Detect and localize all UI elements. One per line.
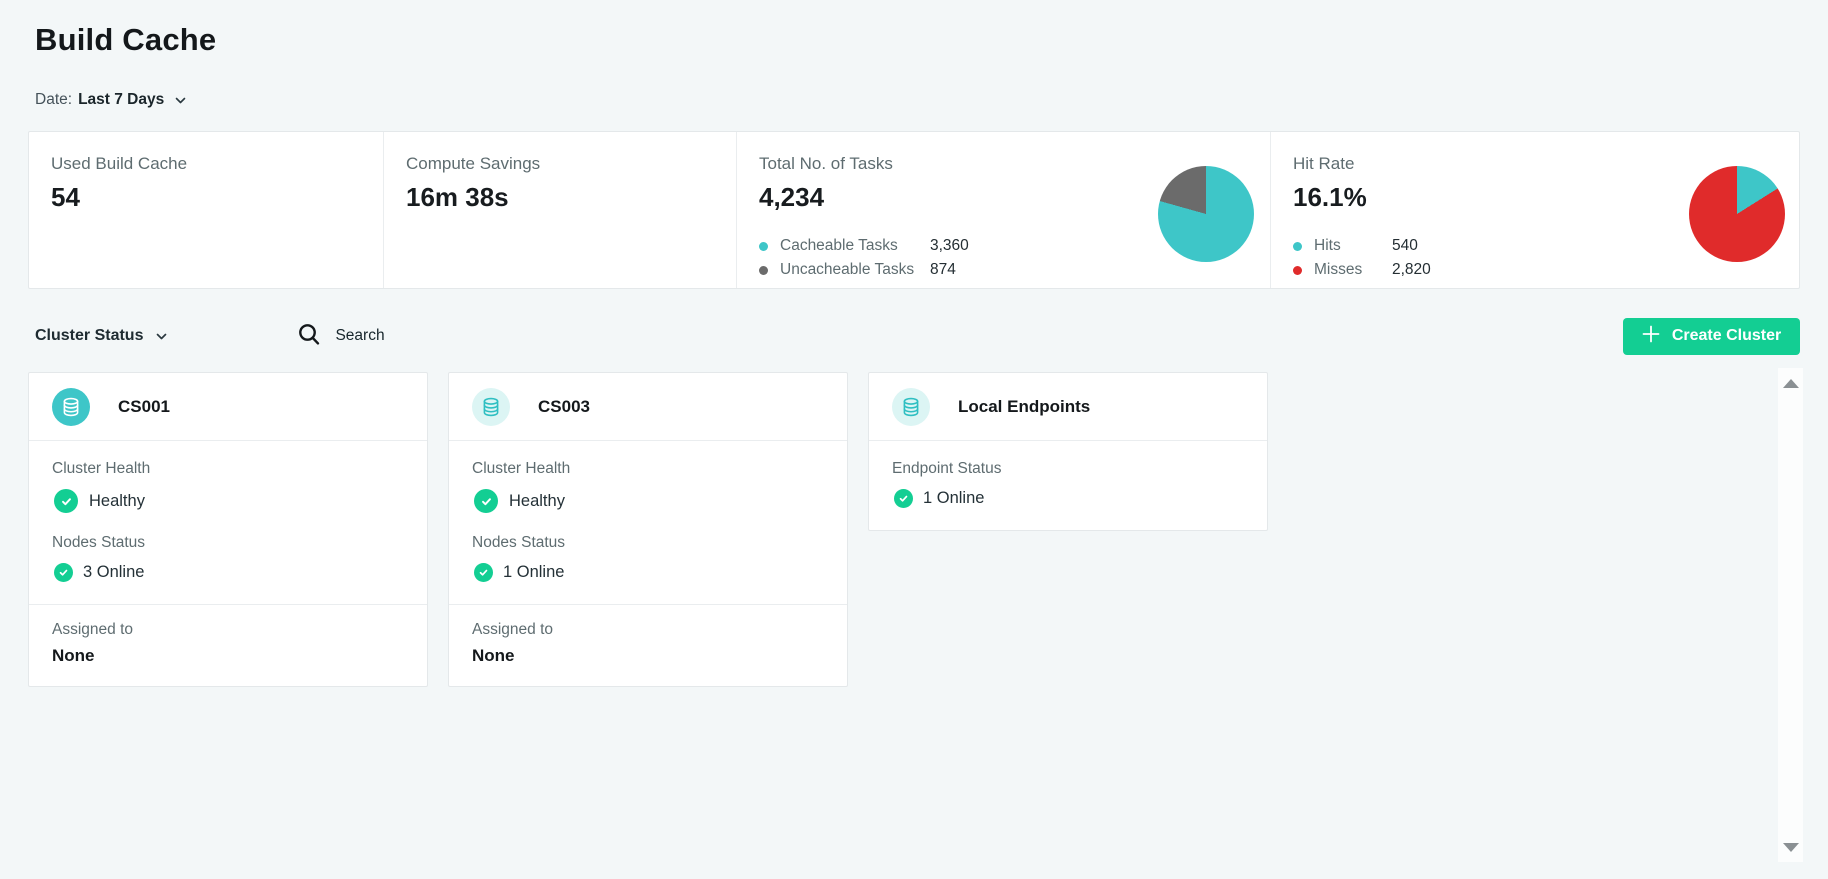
nodes-status: 3 Online — [54, 563, 404, 582]
database-icon — [52, 387, 90, 426]
cluster-card-local-endpoints[interactable]: Local Endpoints Endpoint Status 1 Online — [868, 372, 1268, 531]
card-body: Cluster Health Healthy Nodes Status 1 On… — [449, 441, 847, 604]
stat-hit-rate: Hit Rate 16.1% Hits 540 Misses 2,820 — [1270, 132, 1799, 288]
build-cache-page: Build Cache Date: Last 7 Days Used Build… — [28, 22, 1800, 687]
assigned-to-value: None — [472, 646, 515, 665]
tasks-pie-chart — [1158, 166, 1254, 262]
database-icon — [892, 387, 930, 426]
date-filter-dropdown[interactable]: Date: Last 7 Days — [35, 91, 1800, 109]
vertical-scrollbar[interactable] — [1778, 368, 1803, 862]
hits-dot-icon — [1293, 241, 1302, 251]
card-footer: Assigned to None — [29, 604, 427, 686]
health-status: Healthy — [54, 489, 404, 513]
cluster-toolbar: Cluster Status Search Create Cluster — [35, 317, 1800, 355]
tasks-legend: Cacheable Tasks 3,360 Uncacheable Tasks … — [759, 234, 1270, 282]
stat-value: 54 — [51, 182, 80, 212]
legend-value: 874 — [930, 261, 956, 278]
check-circle-icon — [474, 563, 493, 582]
database-icon — [472, 387, 510, 426]
card-body: Cluster Health Healthy Nodes Status 3 On… — [29, 441, 427, 604]
legend-row: Hits 540 — [1293, 234, 1799, 258]
date-filter-value: Last 7 Days — [78, 91, 165, 108]
stat-label: Compute Savings — [406, 154, 541, 173]
health-status-text: Healthy — [89, 491, 145, 510]
uncacheable-dot-icon — [759, 265, 768, 275]
stat-value: 16m 38s — [406, 182, 509, 212]
stat-used-build-cache: Used Build Cache 54 — [29, 132, 383, 288]
card-header: CS003 — [449, 373, 847, 441]
cluster-status-dropdown[interactable]: Cluster Status — [35, 327, 168, 345]
nodes-status: 1 Online — [474, 563, 824, 582]
chevron-down-icon — [174, 94, 187, 107]
scroll-down-button[interactable] — [1778, 836, 1803, 858]
card-title: CS003 — [538, 396, 590, 416]
cluster-health-label: Cluster Health — [472, 460, 571, 477]
nodes-status-text: 1 Online — [503, 563, 565, 581]
check-circle-icon — [474, 489, 498, 513]
legend-value: 2,820 — [1392, 261, 1431, 278]
stats-bar: Used Build Cache 54 Compute Savings 16m … — [28, 131, 1800, 289]
card-header: Local Endpoints — [869, 373, 1267, 441]
card-header: CS001 — [29, 373, 427, 441]
cacheable-dot-icon — [759, 241, 768, 251]
search-icon — [297, 322, 321, 351]
plus-icon — [1642, 325, 1660, 348]
nodes-status-text: 3 Online — [83, 563, 145, 581]
cluster-card-cs001[interactable]: CS001 Cluster Health Healthy Nodes Statu… — [28, 372, 428, 687]
stat-label: Hit Rate — [1293, 154, 1355, 173]
endpoint-status: 1 Online — [894, 489, 1244, 508]
stat-value: 16.1% — [1293, 182, 1367, 212]
stat-label: Total No. of Tasks — [759, 154, 893, 173]
chevron-down-icon — [155, 330, 168, 343]
stat-value: 4,234 — [759, 182, 825, 212]
hit-rate-legend: Hits 540 Misses 2,820 — [1293, 234, 1799, 282]
cluster-status-label: Cluster Status — [35, 327, 144, 344]
card-title: Local Endpoints — [958, 396, 1091, 416]
search-control[interactable]: Search — [297, 322, 385, 351]
legend-value: 540 — [1392, 237, 1418, 254]
card-footer: Assigned to None — [449, 604, 847, 686]
page-title: Build Cache — [35, 22, 217, 57]
search-label: Search — [335, 327, 385, 344]
check-circle-icon — [894, 489, 913, 508]
stat-total-tasks: Total No. of Tasks 4,234 Cacheable Tasks… — [736, 132, 1270, 288]
legend-row: Cacheable Tasks 3,360 — [759, 234, 1270, 258]
hit-rate-pie-chart — [1689, 166, 1785, 262]
assigned-to-label: Assigned to — [52, 621, 133, 638]
stat-label: Used Build Cache — [51, 154, 188, 173]
misses-dot-icon — [1293, 265, 1302, 275]
check-circle-icon — [54, 489, 78, 513]
legend-row: Misses 2,820 — [1293, 258, 1799, 282]
scroll-up-button[interactable] — [1778, 372, 1803, 394]
legend-label: Misses — [1314, 261, 1363, 278]
create-cluster-button[interactable]: Create Cluster — [1623, 317, 1800, 355]
legend-label: Cacheable Tasks — [780, 237, 898, 254]
stat-compute-savings: Compute Savings 16m 38s — [383, 132, 736, 288]
card-title: CS001 — [118, 396, 170, 416]
cluster-cards: CS001 Cluster Health Healthy Nodes Statu… — [28, 372, 1800, 687]
health-status-text: Healthy — [509, 491, 565, 510]
up-arrow-icon — [1782, 378, 1799, 388]
assigned-to-label: Assigned to — [472, 621, 553, 638]
cluster-health-label: Cluster Health — [52, 460, 151, 477]
legend-row: Uncacheable Tasks 874 — [759, 258, 1270, 282]
check-circle-icon — [54, 563, 73, 582]
date-filter-label: Date: — [35, 91, 73, 108]
health-status: Healthy — [474, 489, 824, 513]
nodes-status-label: Nodes Status — [472, 534, 566, 551]
assigned-to-value: None — [52, 646, 95, 665]
endpoint-status-label: Endpoint Status — [892, 460, 1002, 477]
endpoint-status-text: 1 Online — [923, 489, 985, 507]
down-arrow-icon — [1782, 842, 1799, 852]
legend-label: Hits — [1314, 237, 1341, 254]
legend-label: Uncacheable Tasks — [780, 261, 915, 278]
nodes-status-label: Nodes Status — [52, 534, 146, 551]
create-cluster-label: Create Cluster — [1671, 327, 1782, 344]
cluster-card-cs003[interactable]: CS003 Cluster Health Healthy Nodes Statu… — [448, 372, 848, 687]
legend-value: 3,360 — [930, 237, 969, 254]
card-body: Endpoint Status 1 Online — [869, 441, 1267, 530]
